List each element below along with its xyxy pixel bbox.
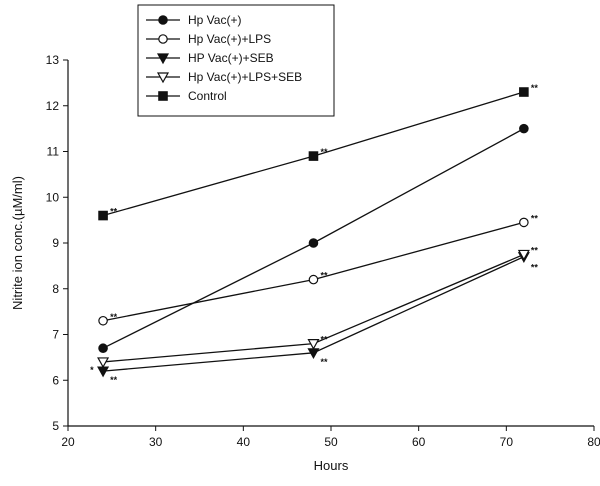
legend-marker — [158, 15, 168, 25]
data-point — [517, 249, 530, 261]
legend: Hp Vac(+) Hp Vac(+)+LPS HP Vac(+)+SEB Hp Va… — [137, 4, 335, 117]
y-tick-label: 13 — [46, 53, 60, 67]
x-tick-label: 30 — [149, 435, 163, 449]
x-tick-label: 20 — [61, 435, 75, 449]
x-tick-label: 50 — [324, 435, 338, 449]
y-tick-label: 6 — [52, 373, 59, 387]
significance-label: ** — [320, 271, 328, 281]
legend-label: HP Vac(+)+SEB — [188, 51, 274, 65]
significance-label: ** — [531, 83, 539, 93]
data-point — [98, 343, 108, 354]
data-point — [519, 123, 529, 134]
y-tick-label: 7 — [52, 328, 59, 342]
legend-marker — [158, 91, 168, 101]
x-tick-label: 80 — [587, 435, 600, 449]
legend-label: Control — [188, 89, 227, 103]
y-tick-label: 9 — [52, 236, 59, 250]
legend-label: Hp Vac(+)+LPS — [188, 32, 271, 46]
x-tick-label: 40 — [237, 435, 251, 449]
series-lines — [102, 91, 525, 372]
data-point — [308, 274, 319, 285]
data-point — [97, 357, 110, 369]
significance-label: ** — [110, 207, 118, 217]
legend-marker — [156, 72, 170, 84]
legend-box — [137, 4, 335, 117]
data-point — [519, 217, 529, 228]
legend-label: Hp Vac(+) — [188, 13, 241, 27]
significance-annotations: *********************** — [90, 83, 538, 385]
data-point — [98, 315, 108, 326]
data-point — [308, 151, 319, 161]
significance-label: ** — [531, 213, 539, 223]
data-point — [98, 210, 108, 221]
data-point — [308, 238, 319, 248]
y-axis-ticks: 5 6 7 8 9 10 11 12 13 — [46, 53, 68, 433]
y-tick-label: 12 — [46, 99, 60, 113]
significance-label: * — [90, 365, 94, 375]
y-tick-label: 10 — [46, 190, 60, 204]
legend-items: Hp Vac(+) Hp Vac(+)+LPS HP Vac(+)+SEB Hp Va… — [146, 13, 302, 103]
legend-label: Hp Vac(+)+LPS+SEB — [188, 70, 302, 84]
significance-label: ** — [531, 245, 539, 255]
y-tick-label: 5 — [52, 419, 59, 433]
x-tick-label: 60 — [412, 435, 426, 449]
legend-marker — [158, 34, 168, 44]
y-tick-label: 11 — [47, 145, 60, 159]
x-axis-title: Hours — [314, 458, 349, 473]
y-axis-title: Nitrite ion conc.(µM/ml) — [10, 176, 25, 310]
x-axis-ticks: 20 30 40 50 60 70 80 — [61, 426, 600, 449]
data-point — [97, 366, 110, 378]
series-markers — [97, 87, 530, 378]
data-point — [519, 87, 529, 97]
significance-label: ** — [110, 375, 118, 385]
significance-label: ** — [320, 147, 328, 157]
y-tick-label: 8 — [52, 282, 59, 296]
data-point — [307, 339, 320, 350]
legend-marker — [156, 53, 170, 65]
x-tick-label: 70 — [500, 435, 514, 449]
significance-label: ** — [320, 335, 328, 345]
significance-label: ** — [320, 357, 328, 367]
series-line-2 — [102, 221, 525, 322]
significance-label: ** — [531, 263, 539, 273]
significance-label: ** — [110, 312, 118, 322]
